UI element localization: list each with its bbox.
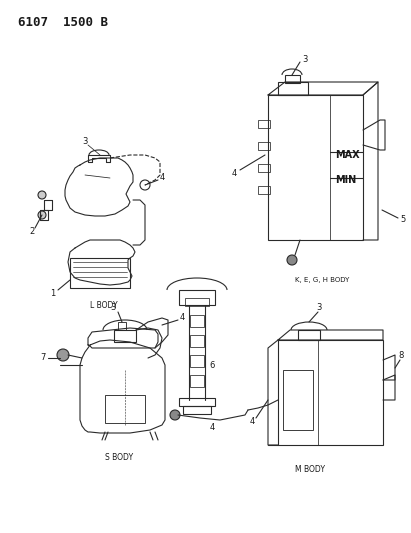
Text: MAX: MAX <box>335 150 360 160</box>
Bar <box>179 290 215 305</box>
Text: 3: 3 <box>316 303 321 312</box>
Text: 6: 6 <box>209 360 215 369</box>
Bar <box>258 164 270 172</box>
Text: M BODY: M BODY <box>295 465 325 474</box>
Text: 4: 4 <box>160 174 165 182</box>
Text: 2: 2 <box>29 228 34 237</box>
Bar <box>183 406 211 414</box>
Text: 3: 3 <box>302 55 307 64</box>
Text: 6107  1500 B: 6107 1500 B <box>18 15 108 28</box>
Text: S BODY: S BODY <box>105 454 133 463</box>
Bar <box>258 142 270 150</box>
Bar <box>283 370 313 430</box>
Bar <box>190 335 204 347</box>
Bar <box>278 340 383 445</box>
Bar <box>258 186 270 194</box>
Text: 8: 8 <box>398 351 403 360</box>
Bar <box>268 95 363 240</box>
Text: 4: 4 <box>210 424 215 432</box>
Bar <box>285 75 300 83</box>
Text: K, E, G, H BODY: K, E, G, H BODY <box>295 277 349 283</box>
Text: 3: 3 <box>82 138 88 147</box>
Text: L BODY: L BODY <box>90 301 118 310</box>
Bar <box>114 330 136 342</box>
Text: 7: 7 <box>40 353 45 362</box>
Circle shape <box>287 255 297 265</box>
Bar <box>258 120 270 128</box>
Circle shape <box>57 349 69 361</box>
Text: 4: 4 <box>250 417 255 426</box>
Bar <box>105 395 145 423</box>
Text: 4: 4 <box>180 313 185 322</box>
Bar <box>298 330 320 340</box>
Text: 1: 1 <box>50 289 55 298</box>
Circle shape <box>38 211 46 219</box>
Bar <box>278 82 308 95</box>
Text: 4: 4 <box>232 169 237 179</box>
Bar <box>190 315 204 327</box>
Bar <box>70 258 130 288</box>
Bar <box>185 298 209 306</box>
Circle shape <box>170 410 180 420</box>
Bar <box>190 375 204 387</box>
Bar <box>190 355 204 367</box>
Text: 5: 5 <box>400 215 405 224</box>
Text: 3: 3 <box>110 303 115 312</box>
Text: MIN: MIN <box>335 175 356 185</box>
Bar <box>118 322 126 330</box>
Bar <box>179 398 215 406</box>
Circle shape <box>38 191 46 199</box>
